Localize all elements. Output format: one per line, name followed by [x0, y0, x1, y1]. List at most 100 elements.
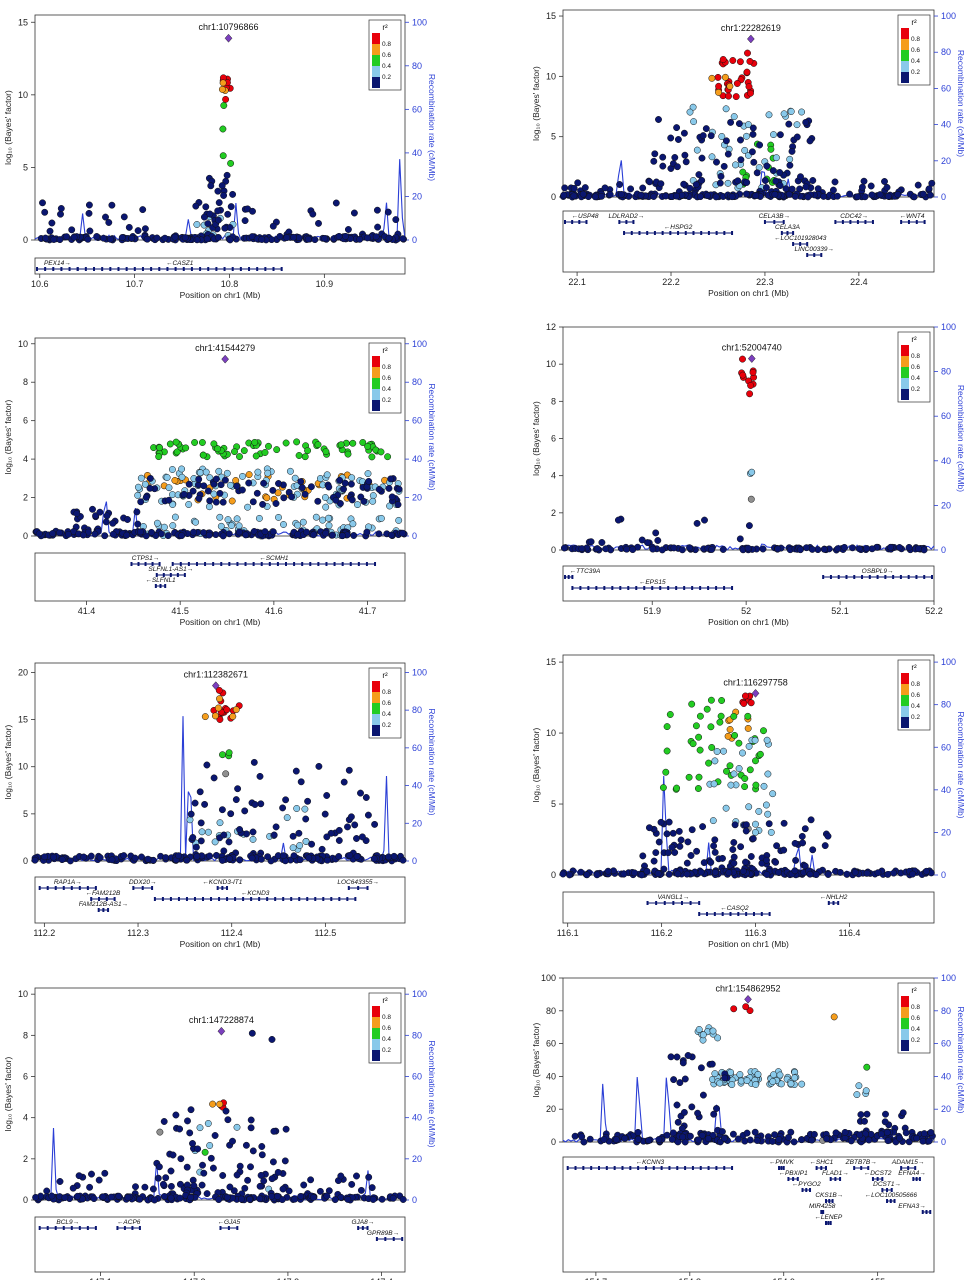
- gene-exon: [590, 1166, 593, 1170]
- legend-swatch: [901, 356, 909, 367]
- snp-point: [165, 484, 173, 492]
- y2-tick-label: 0: [412, 235, 417, 245]
- gene-exon: [338, 897, 341, 901]
- gene-label: ←CASQ2: [720, 905, 749, 912]
- gene-exon: [154, 584, 157, 588]
- gene-exon: [62, 1226, 65, 1230]
- snp-point: [593, 871, 601, 879]
- snp-point: [736, 58, 744, 66]
- gene-exon: [915, 575, 918, 579]
- snp-point: [239, 472, 246, 480]
- legend-swatch: [901, 1029, 909, 1040]
- snp-point: [769, 1078, 777, 1086]
- snp-point: [282, 439, 290, 447]
- gene-exon: [567, 575, 570, 579]
- snp-point: [791, 192, 799, 200]
- snp-point: [270, 1127, 278, 1135]
- snp-point: [776, 131, 784, 139]
- snp-point: [752, 192, 760, 200]
- snp-point: [235, 522, 243, 530]
- legend-swatch: [372, 356, 380, 367]
- snp-point: [350, 209, 358, 217]
- y-tick-label: 0: [551, 192, 556, 202]
- gene-exon: [731, 1166, 734, 1170]
- legend-tick-label: 0.8: [911, 353, 920, 360]
- snp-point: [747, 382, 755, 389]
- snp-point: [192, 202, 200, 210]
- snp-point: [745, 803, 753, 811]
- snp-point: [846, 190, 854, 198]
- snp-point: [858, 183, 866, 191]
- snp-point: [233, 515, 241, 523]
- snp-point: [746, 1007, 754, 1015]
- snp-point: [212, 851, 220, 859]
- snp-point: [747, 89, 754, 97]
- snp-point: [670, 1076, 678, 1084]
- gene-exon: [221, 886, 224, 890]
- snp-point: [301, 805, 309, 813]
- snp-point: [730, 712, 738, 720]
- snp-point: [820, 545, 828, 553]
- gene-exon: [605, 1166, 608, 1170]
- snp-point: [241, 217, 249, 225]
- snp-point: [668, 843, 676, 851]
- snp-point: [736, 1071, 744, 1078]
- gene-exon: [202, 897, 205, 901]
- gene-exon: [684, 231, 687, 235]
- snp-point: [216, 695, 223, 703]
- snp-point: [102, 213, 109, 221]
- gene-exon: [813, 253, 816, 257]
- gene-exon: [867, 1166, 870, 1170]
- legend-tick-label: 0.6: [382, 52, 391, 59]
- gene-exon: [691, 586, 694, 590]
- snp-point: [899, 1109, 907, 1117]
- y2-axis-label: Recombination rate (cM/Mb): [956, 1006, 966, 1113]
- legend-tick-label: 0.6: [911, 1015, 920, 1022]
- gene-label: LDLRAD2→: [609, 213, 645, 220]
- snp-point: [665, 870, 673, 878]
- gene-exon: [204, 562, 207, 566]
- snp-point: [211, 712, 219, 720]
- snp-point: [269, 486, 277, 494]
- snp-point: [650, 193, 658, 200]
- snp-point: [803, 544, 810, 552]
- snp-point: [676, 1079, 684, 1087]
- snp-point: [204, 220, 212, 228]
- snp-point: [797, 173, 804, 181]
- gene-exon: [38, 1226, 41, 1230]
- snp-point: [369, 1196, 377, 1203]
- gene-exon: [176, 573, 179, 577]
- snp-point: [226, 855, 234, 863]
- snp-point: [909, 870, 917, 878]
- snp-point: [695, 171, 703, 179]
- legend-swatch: [372, 1050, 380, 1061]
- snp-point: [731, 731, 739, 739]
- snp-point: [722, 804, 730, 812]
- gene-exon: [659, 586, 662, 590]
- snp-point: [166, 440, 174, 448]
- snp-point: [282, 1125, 290, 1133]
- snp-point: [153, 519, 161, 527]
- snp-point: [704, 1135, 712, 1143]
- gene-exon: [236, 562, 239, 566]
- snp-point: [353, 835, 360, 842]
- snp-point: [673, 1053, 681, 1061]
- y-tick-label: 8: [23, 1030, 28, 1040]
- y2-axis-label: Recombination rate (cM/Mb): [427, 74, 437, 181]
- snp-point: [230, 1187, 238, 1195]
- snp-point: [867, 182, 875, 190]
- snp-point: [292, 767, 300, 775]
- y-tick-label: 10: [546, 359, 556, 369]
- gene-exon: [264, 267, 267, 271]
- y2-tick-label: 80: [412, 705, 422, 715]
- snp-point: [764, 810, 772, 818]
- gene-exon: [706, 912, 709, 916]
- snp-point: [64, 530, 72, 538]
- snp-point: [165, 496, 173, 504]
- y2-tick-label: 0: [412, 1195, 417, 1205]
- snp-point: [798, 1080, 806, 1088]
- legend-tick-label: 0.6: [382, 700, 391, 707]
- gene-exon: [598, 1166, 601, 1170]
- snp-point: [716, 1079, 724, 1087]
- snp-point: [134, 227, 142, 235]
